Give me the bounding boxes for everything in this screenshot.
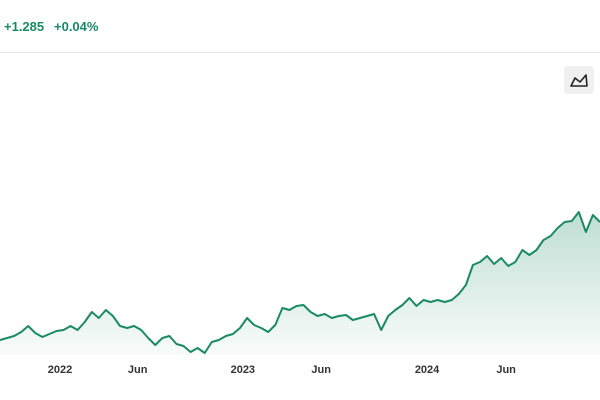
x-tick-label: Jun: [128, 364, 148, 376]
x-tick-label: Jun: [496, 364, 516, 376]
chart-type-button[interactable]: [564, 66, 594, 94]
x-tick-label: 2024: [415, 364, 440, 376]
separator: [0, 52, 600, 53]
button-bg[interactable]: [564, 66, 594, 94]
line: [0, 211, 600, 354]
x-tick-label: 2023: [231, 364, 255, 376]
change-percent: +0.04%: [54, 19, 99, 34]
x-tick-label: 2022: [48, 364, 72, 376]
x-tick-label: Jun: [311, 364, 331, 376]
chart-icon[interactable]: [570, 74, 588, 87]
area: [0, 212, 600, 355]
change: +1.285: [4, 19, 45, 34]
